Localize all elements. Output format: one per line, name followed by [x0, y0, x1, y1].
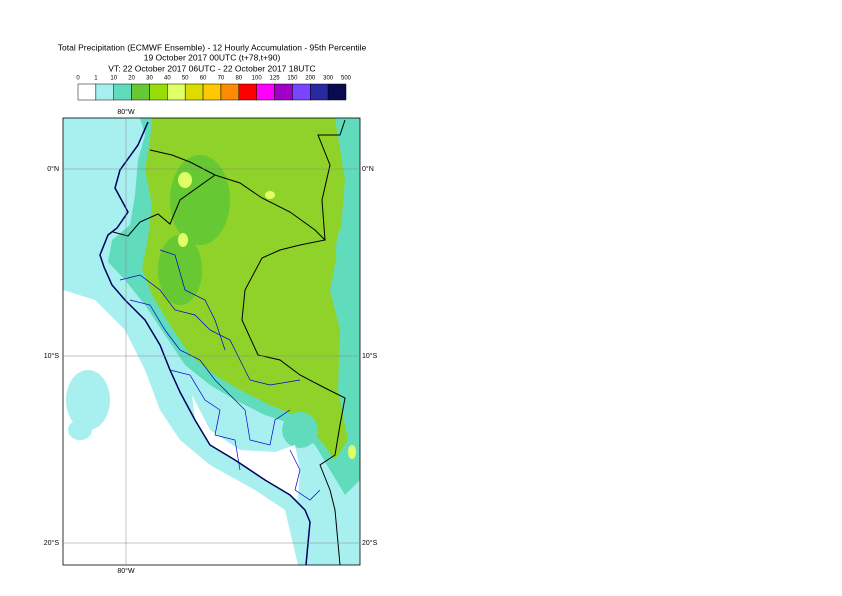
legend-swatch — [310, 83, 329, 101]
coastline — [99, 121, 311, 565]
legend-swatch — [256, 83, 275, 101]
legend-swatch — [113, 83, 132, 101]
legend-label: 125 — [270, 76, 281, 82]
legend-swatch — [238, 83, 257, 101]
lat-label: 20°S — [362, 539, 378, 547]
department-border — [289, 449, 321, 501]
legend-swatch — [77, 83, 97, 101]
legend-label: 20 — [128, 76, 135, 82]
legend-swatch — [292, 83, 311, 101]
lon-label: 80°W — [117, 108, 135, 116]
precip-patch — [282, 412, 318, 448]
legend-swatch — [131, 83, 150, 101]
precip-patch — [158, 235, 202, 305]
precip-patch — [170, 155, 230, 245]
legend-label: 0 — [76, 76, 80, 82]
legend-label: 300 — [323, 76, 334, 82]
department-border — [129, 299, 291, 446]
legend-swatch — [202, 83, 222, 101]
legend-label: 40 — [164, 76, 171, 82]
lon-label: 80°W — [117, 567, 135, 575]
precip-patch — [68, 420, 92, 440]
legend-label: 500 — [341, 76, 352, 82]
dry-ocean — [63, 290, 298, 565]
legend-label: 100 — [252, 76, 263, 82]
legend-swatch — [220, 83, 240, 101]
precip-patch — [348, 445, 356, 459]
legend-swatch — [167, 83, 186, 101]
legend: 0 1 10 20 30 40 50 60 70 80 100 125 150 200 300 500 — [76, 76, 352, 101]
precip-patch — [178, 233, 188, 247]
precip-patch — [178, 172, 192, 188]
valid-time: VT: 22 October 2017 06UTC - 22 October 2… — [108, 63, 315, 73]
department-border — [159, 249, 226, 351]
lat-label: 20°S — [44, 539, 60, 547]
title: Total Precipitation (ECMWF Ensemble) - 1… — [58, 42, 367, 52]
lat-label: 0°N — [362, 165, 374, 173]
subtitle: 19 October 2017 00UTC (t+78,t+90) — [144, 52, 281, 62]
legend-label: 150 — [287, 76, 298, 82]
legend-label: 70 — [218, 76, 225, 82]
graticule: 0°N 0°N 10°S 10°S 20°S 20°S 80°W 80°W — [44, 108, 378, 575]
legend-label: 50 — [182, 76, 189, 82]
legend-label: 30 — [146, 76, 153, 82]
lat-label: 10°S — [44, 352, 60, 360]
country-border — [149, 149, 216, 176]
map-field — [63, 118, 360, 565]
precip-patch — [66, 370, 110, 430]
dry-land — [192, 395, 300, 500]
precip-patch — [336, 220, 360, 280]
legend-label: 10 — [110, 76, 117, 82]
country-border — [112, 174, 346, 565]
legend-label: 60 — [200, 76, 207, 82]
precip-patch — [265, 191, 275, 199]
lat-label: 10°S — [362, 352, 378, 360]
department-border — [119, 274, 301, 386]
legend-swatch — [95, 83, 114, 101]
legend-label: 1 — [94, 76, 98, 82]
country-border — [317, 119, 346, 241]
legend-label: 200 — [305, 76, 316, 82]
lat-label: 0°N — [47, 165, 59, 173]
map-frame — [62, 117, 361, 566]
legend-swatch — [184, 83, 204, 101]
legend-label: 80 — [235, 76, 242, 82]
legend-swatch — [149, 83, 168, 101]
legend-swatch — [327, 83, 347, 101]
legend-swatch — [274, 83, 293, 101]
department-border — [169, 369, 241, 471]
